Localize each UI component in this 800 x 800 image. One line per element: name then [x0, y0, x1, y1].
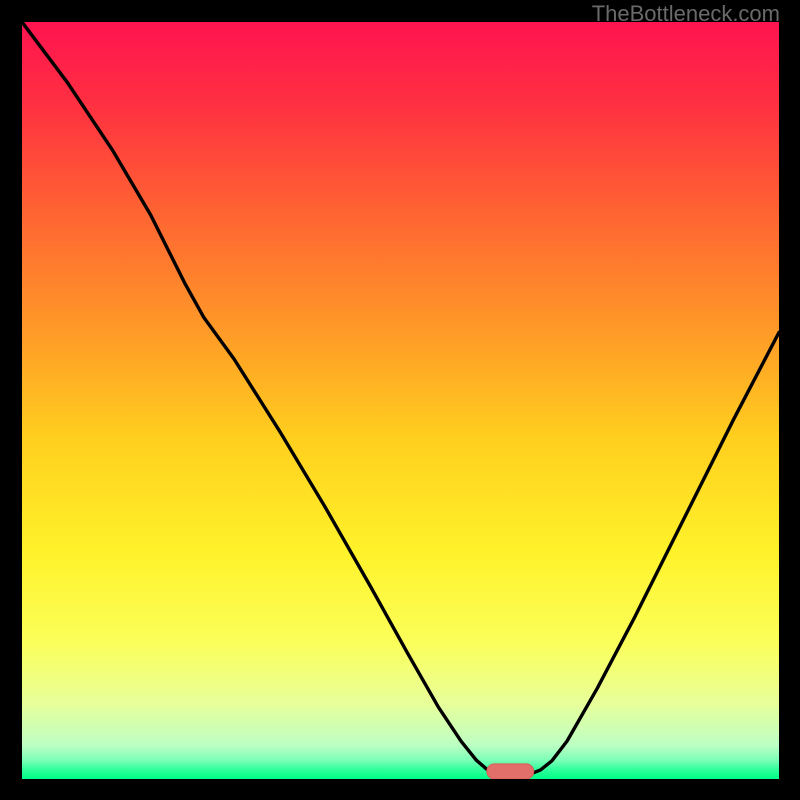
curve-layer: [22, 22, 779, 779]
bottleneck-curve: [22, 22, 779, 776]
chart-container: TheBottleneck.com: [0, 0, 800, 800]
watermark-text: TheBottleneck.com: [592, 1, 780, 27]
optimum-marker: [487, 764, 534, 779]
plot-area: [22, 22, 779, 779]
